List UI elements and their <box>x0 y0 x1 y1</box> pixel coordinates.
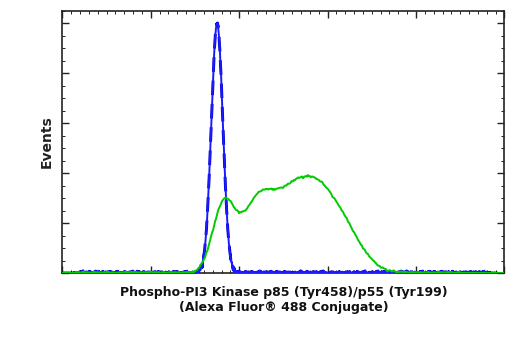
Y-axis label: Events: Events <box>40 116 54 168</box>
X-axis label: Phospho-PI3 Kinase p85 (Tyr458)/p55 (Tyr199)
(Alexa Fluor® 488 Conjugate): Phospho-PI3 Kinase p85 (Tyr458)/p55 (Tyr… <box>120 286 447 314</box>
